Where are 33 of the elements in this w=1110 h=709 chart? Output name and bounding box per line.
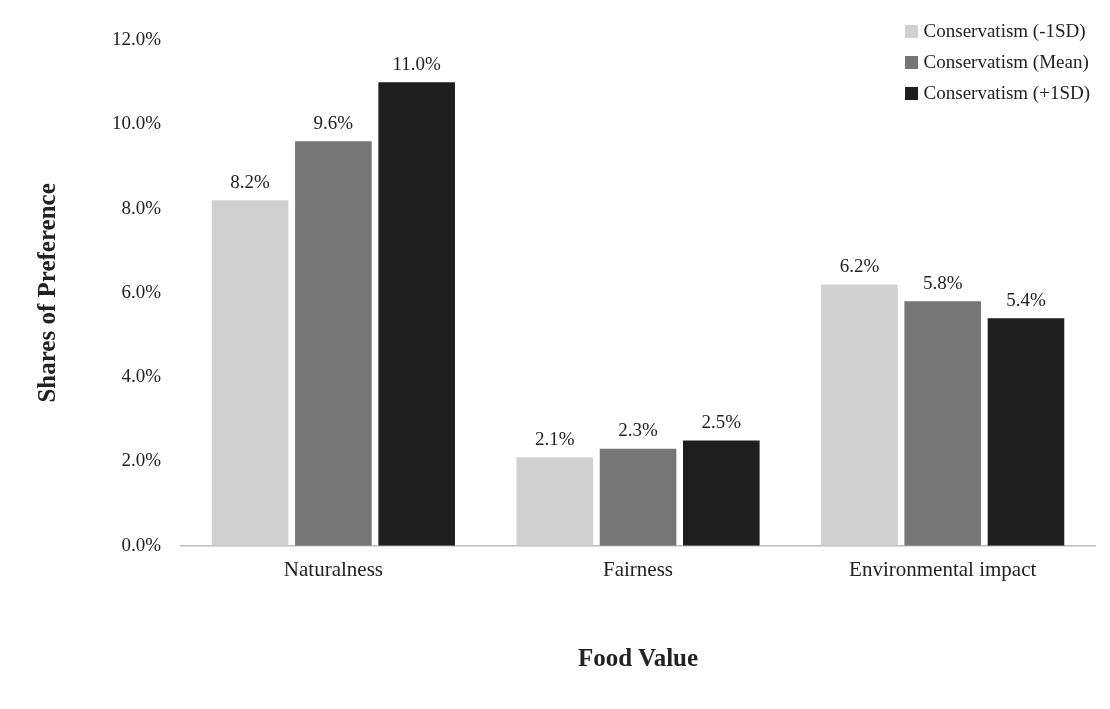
bar [295,141,372,546]
y-tick-label: 10.0% [112,112,162,134]
data-label: 5.4% [1006,288,1046,310]
bar [683,440,760,546]
data-label: 2.5% [701,410,742,432]
y-tick-label: 4.0% [121,365,162,387]
legend-label: Conservatism (+1SD) [923,82,1090,104]
y-axis-title: Shares of Preference [33,183,61,403]
bar [378,82,455,546]
bar [904,301,981,546]
y-tick-label: 8.0% [121,196,162,218]
data-label: 5.8% [922,271,963,293]
y-tick-label: 0.0% [121,533,162,555]
bar [987,318,1065,546]
data-label: 2.1% [534,427,575,449]
bar [599,448,677,546]
x-tick-label: Environmental impact [849,556,1037,581]
x-axis-title: Food Value [577,644,699,672]
data-label: 11.0% [392,52,442,74]
y-tick-label: 12.0% [112,27,162,49]
x-tick-label: Fairness [603,556,674,581]
x-tick-label: Naturalness [283,556,383,581]
bar [821,284,898,546]
legend-label: Conservatism (-1SD) [923,20,1086,42]
bar [211,200,289,546]
data-label: 6.2% [839,254,880,276]
data-label: 8.2% [230,170,271,192]
data-label: 2.3% [618,419,658,441]
y-tick-label: 6.0% [121,280,162,302]
data-label: 9.6% [313,111,354,133]
bar [516,457,594,546]
y-tick-label: 2.0% [121,449,162,471]
legend-label: Conservatism (Mean) [923,51,1089,73]
